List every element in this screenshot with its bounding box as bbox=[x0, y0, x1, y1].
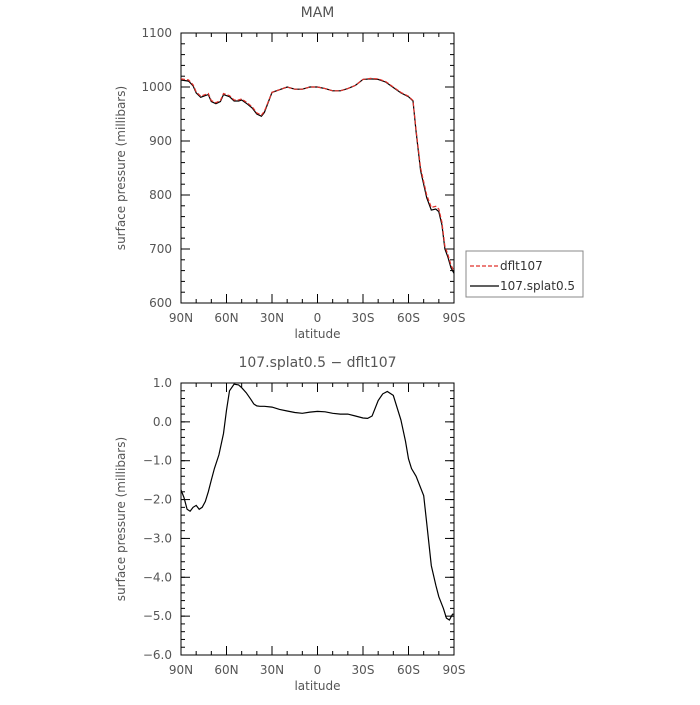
top-y-tick-label: 900 bbox=[149, 134, 172, 148]
top-plot-frame bbox=[180, 32, 455, 304]
bottom-plot-frame bbox=[180, 382, 455, 656]
legend-label-0: dflt107 bbox=[500, 259, 543, 273]
bottom-y-tick-label: −3.0 bbox=[143, 531, 172, 545]
bottom-y-axis-label: surface pressure (millibars) bbox=[114, 437, 128, 601]
bottom-x-axis-label: latitude bbox=[294, 679, 340, 693]
top-x-tick-label: 30S bbox=[352, 311, 375, 325]
bottom-chart-title: 107.splat0.5 − dflt107 bbox=[238, 355, 396, 371]
bottom-x-tick-label: 60S bbox=[397, 663, 420, 677]
bottom-x-tick-label: 90N bbox=[169, 663, 193, 677]
bottom-y-tick-label: 1.0 bbox=[153, 376, 172, 390]
bottom-x-tick-label: 90S bbox=[443, 663, 466, 677]
top-x-tick-label: 60N bbox=[214, 311, 238, 325]
bottom-x-tick-label: 0 bbox=[314, 663, 322, 677]
bottom-x-tick-label: 30N bbox=[260, 663, 284, 677]
bottom-x-tick-label: 30S bbox=[352, 663, 375, 677]
top-x-tick-label: 60S bbox=[397, 311, 420, 325]
top-x-axis-label: latitude bbox=[294, 327, 340, 341]
bottom-y-tick-label: −4.0 bbox=[143, 570, 172, 584]
legend-label-1: 107.splat0.5 bbox=[500, 279, 575, 293]
legend-box bbox=[465, 250, 584, 298]
bottom-y-tick-label: −5.0 bbox=[143, 609, 172, 623]
top-y-tick-label: 600 bbox=[149, 296, 172, 310]
top-x-tick-label: 30N bbox=[260, 311, 284, 325]
top-y-tick-label: 1100 bbox=[141, 26, 172, 40]
top-x-tick-label: 90N bbox=[169, 311, 193, 325]
top-y-tick-label: 1000 bbox=[141, 80, 172, 94]
top-series-line-1 bbox=[180, 78, 455, 274]
legend: dflt107 107.splat0.5 bbox=[465, 250, 584, 298]
top-chart: MAM 600 700 800 900 1000 1100 90N 60N 30N 0 30S 60S 9… bbox=[114, 5, 465, 341]
bottom-y-tick-label: −1.0 bbox=[143, 454, 172, 468]
bottom-chart: 107.splat0.5 − dflt107 −6.0 −5.0 −4.0 −3.0 −2… bbox=[114, 355, 465, 693]
bottom-y-tick-label: −2.0 bbox=[143, 493, 172, 507]
top-y-axis-label: surface pressure (millibars) bbox=[114, 86, 128, 250]
top-y-tick-label: 800 bbox=[149, 188, 172, 202]
top-series-line-0 bbox=[180, 77, 455, 272]
top-x-tick-label: 0 bbox=[314, 311, 322, 325]
top-chart-title: MAM bbox=[301, 5, 335, 21]
top-x-tick-label: 90S bbox=[443, 311, 466, 325]
bottom-y-tick-label: 0.0 bbox=[153, 415, 172, 429]
bottom-x-tick-label: 60N bbox=[214, 663, 238, 677]
top-y-tick-label: 700 bbox=[149, 242, 172, 256]
bottom-series-line-0 bbox=[180, 383, 454, 621]
bottom-y-tick-label: −6.0 bbox=[143, 648, 172, 662]
